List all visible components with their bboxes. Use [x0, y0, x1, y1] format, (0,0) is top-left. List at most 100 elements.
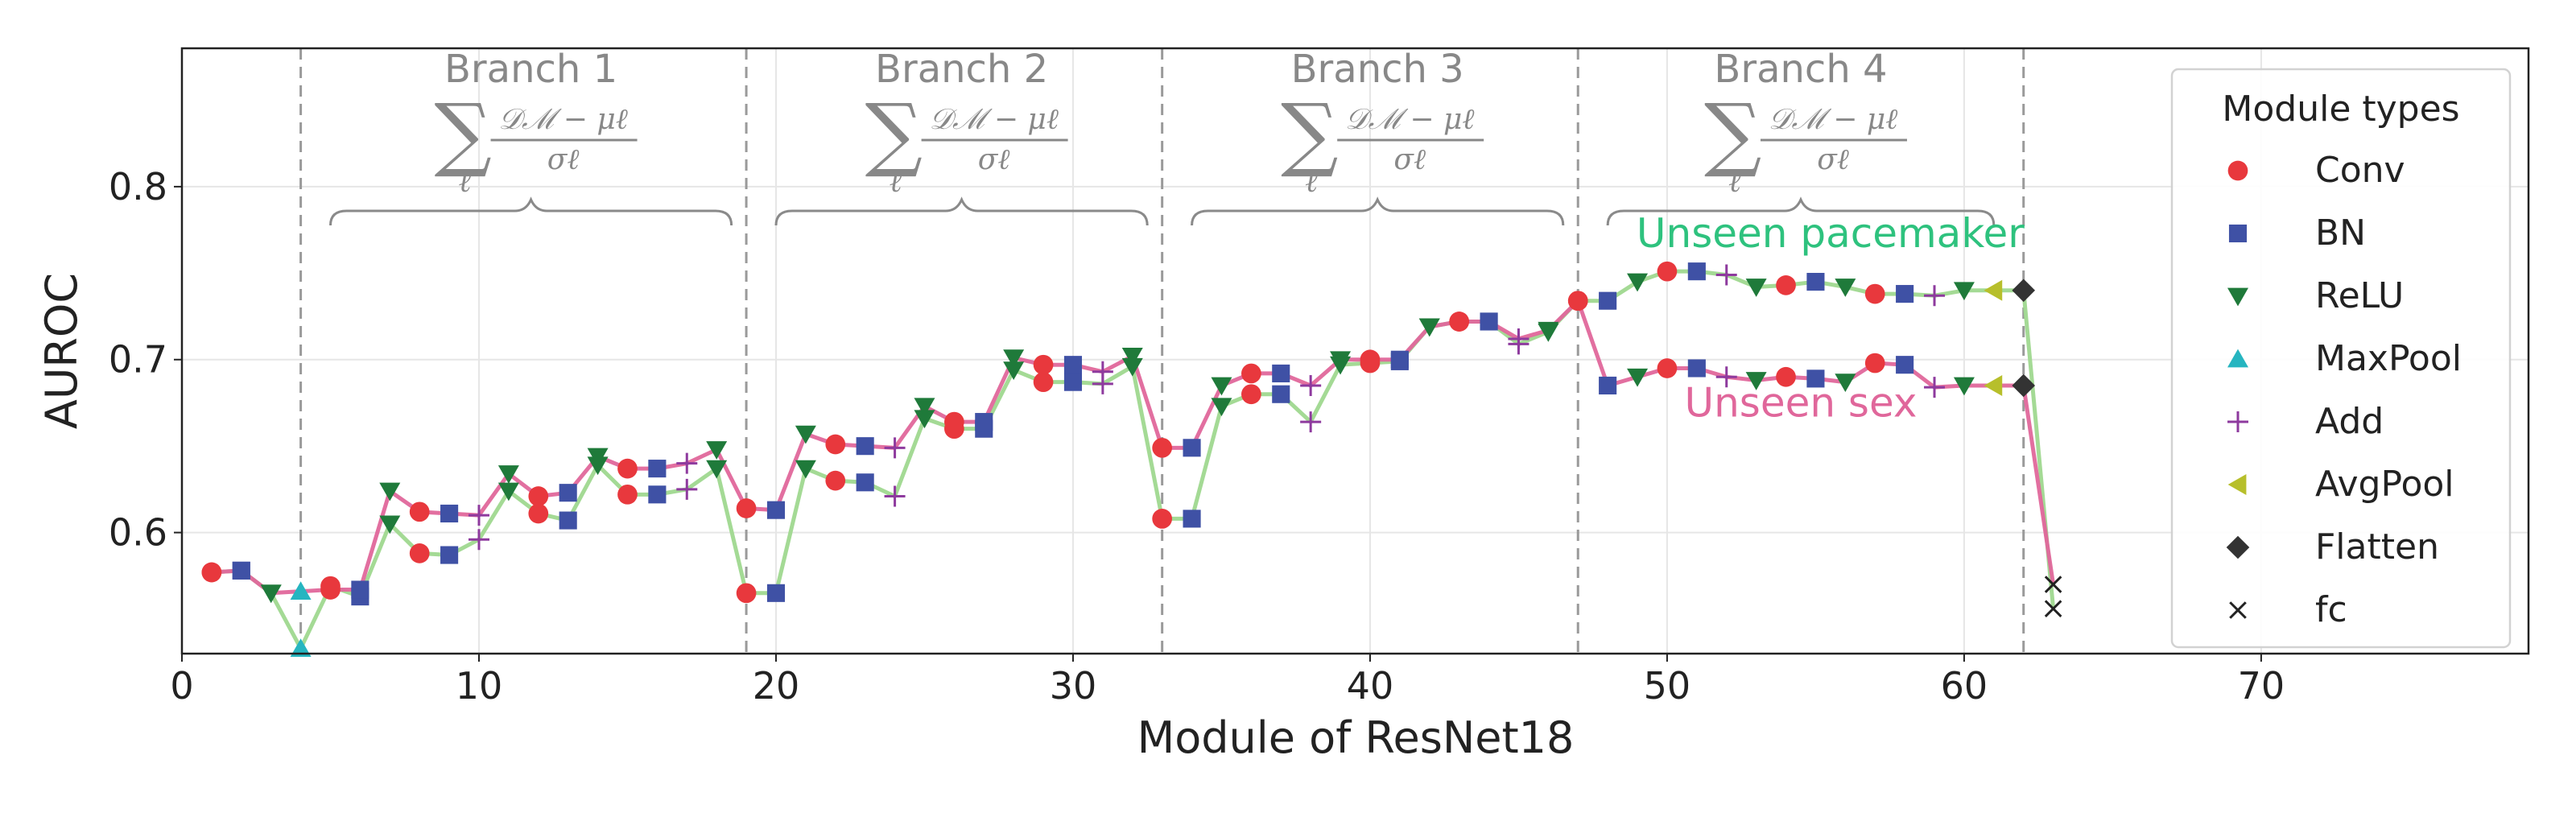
formula-index: ℓ [890, 163, 902, 199]
data-point-maxpool [290, 581, 312, 600]
data-point-relu [1627, 273, 1649, 292]
y-tick-label: 0.8 [109, 165, 167, 208]
series-annotation: Unseen sex [1684, 380, 1917, 427]
data-point-relu [1953, 282, 1975, 301]
data-point-add [1508, 328, 1530, 349]
data-point-relu [795, 425, 816, 444]
data-point-conv [1360, 349, 1381, 370]
data-point-conv [1033, 372, 1054, 393]
legend-label: Add [2315, 401, 2384, 442]
data-point-bn [1896, 285, 1914, 303]
data-point-avgpool [1984, 374, 2003, 396]
x-tick-label: 40 [1347, 664, 1394, 708]
data-point-flatten [2012, 279, 2036, 303]
data-point-relu [706, 460, 728, 479]
formula-numerator: 𝒟ℳ − μℓ [929, 103, 1059, 136]
data-point-add [1924, 285, 1946, 307]
data-point-add [676, 478, 698, 500]
legend-label: ReLU [2315, 275, 2404, 316]
data-point-bn [1272, 364, 1290, 382]
branch-group: Branch 2∑ℓ 𝒟ℳ − μℓ σℓ [774, 47, 1149, 226]
formula-denominator: σℓ [547, 143, 580, 176]
data-point-conv [1241, 384, 1261, 405]
data-point-conv [825, 470, 846, 491]
branch-brace [1606, 196, 1996, 226]
formula-denominator: σℓ [1393, 143, 1426, 176]
data-point-relu [1121, 348, 1143, 366]
data-point-add [676, 452, 698, 474]
branch-brace [328, 196, 733, 226]
data-point-relu [914, 410, 935, 429]
data-point-bn [440, 546, 459, 564]
formula-index: ℓ [459, 163, 472, 199]
data-point-relu [497, 465, 519, 484]
data-point-conv [528, 503, 549, 524]
data-point-bn [648, 485, 667, 504]
branch-title: Branch 1 [444, 47, 617, 92]
data-point-bn [1063, 356, 1083, 374]
data-point-bn [559, 484, 577, 502]
data-point-conv [825, 434, 846, 455]
data-point-bn [1183, 510, 1201, 528]
x-tick-label: 0 [170, 664, 193, 708]
data-point-conv [1449, 312, 1469, 332]
data-point-conv [736, 583, 757, 604]
legend-marker-relu [2227, 287, 2248, 307]
data-point-avgpool [1984, 279, 2003, 301]
legend-marker-fc [2229, 601, 2247, 619]
formula-sum-symbol: ∑ [865, 86, 923, 180]
formula-sum-symbol: ∑ [435, 86, 492, 180]
legend-label: Conv [2315, 150, 2405, 191]
data-point-relu [1745, 279, 1767, 297]
data-point-relu [1211, 377, 1232, 396]
data-point-add [1300, 374, 1322, 396]
legend-label: fc [2315, 589, 2347, 630]
x-tick-label: 60 [1941, 664, 1988, 708]
formula-numerator: 𝒟ℳ − μℓ [498, 103, 628, 136]
data-point-relu [914, 398, 935, 417]
legend-label: Flatten [2315, 526, 2439, 567]
data-point-bn [1272, 385, 1290, 403]
data-point-add [1715, 366, 1737, 388]
data-point-conv [409, 543, 430, 563]
data-point-relu [1418, 318, 1440, 337]
x-tick-label: 50 [1644, 664, 1691, 708]
data-point-relu [1835, 279, 1856, 297]
data-point-conv [1241, 363, 1261, 384]
data-point-bn [351, 580, 369, 599]
data-point-relu [379, 515, 401, 534]
legend-box [2170, 68, 2512, 649]
data-point-bn [1599, 291, 1617, 310]
formula-sum-symbol: ∑ [1704, 86, 1761, 180]
series-annotation: Unseen pacemaker [1637, 210, 2025, 257]
data-point-bn [648, 460, 667, 478]
data-point-add [1092, 361, 1113, 382]
formula-index: ℓ [1305, 163, 1318, 199]
formula-denominator: σℓ [1817, 143, 1849, 176]
formula-index: ℓ [1728, 163, 1741, 199]
data-point-bn [766, 501, 786, 519]
data-point-conv [617, 484, 638, 505]
data-point-bn [1063, 373, 1083, 391]
data-point-bn [232, 561, 250, 580]
legend-marker-flatten [2226, 535, 2250, 559]
legend-marker-conv [2227, 160, 2248, 181]
data-point-relu [1953, 377, 1975, 396]
legend-label: BN [2315, 213, 2366, 254]
data-point-relu [1538, 321, 1559, 340]
data-point-bn [1687, 359, 1706, 378]
data-point-conv [1657, 358, 1678, 378]
data-point-relu [795, 460, 816, 479]
y-tick-label: 0.6 [109, 511, 167, 555]
data-point-conv [409, 501, 430, 522]
legend: Module types Conv BN ReLU MaxPool Add AvgPool F… [2170, 68, 2512, 649]
data-point-bn [766, 584, 786, 602]
data-point-conv [1776, 366, 1796, 387]
data-point-fc [2044, 600, 2062, 617]
data-point-relu [1003, 361, 1025, 380]
data-point-flatten [2012, 373, 2036, 398]
data-point-conv [1567, 291, 1588, 312]
data-point-bn [1183, 439, 1201, 457]
data-point-conv [1033, 354, 1054, 375]
